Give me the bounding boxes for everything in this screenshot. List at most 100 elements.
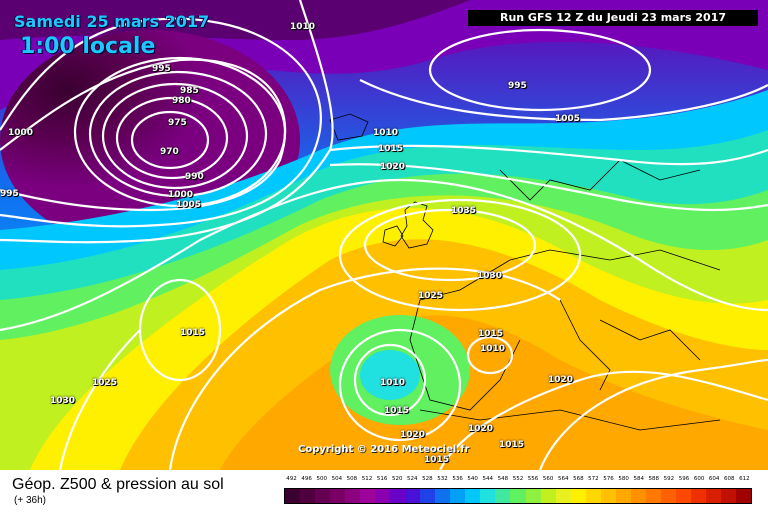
scale-bar [284,488,752,504]
scale-swatch [360,489,376,503]
isobar-label: 1010 [380,378,406,388]
scale-label: 576 [603,476,614,482]
scale-swatch [285,489,301,503]
scale-label: 496 [301,476,312,482]
scale-label: 556 [527,476,539,482]
scale-swatch [375,489,391,503]
isobar-995-east [428,28,652,112]
scale-label: 508 [346,476,358,482]
isobar-1030-west [58,329,141,470]
scale-labels: 492 496 500 504 508 512 516 520 524 528 532 536 540 5… [284,476,752,487]
isobar-1030 [338,198,582,312]
scale-swatch [645,489,661,503]
scale-label: 500 [316,476,327,482]
scale-swatch [345,489,361,503]
scale-label: 580 [618,476,629,482]
band-purple-dark [0,0,470,40]
scale-label: 544 [482,476,494,482]
isobar-970 [130,110,210,170]
scale-label: 524 [407,476,418,482]
forecast-lead-time: (+ 36h) [14,495,46,506]
isobar-995 [0,58,287,212]
scale-swatch [495,489,511,503]
scale-label: 592 [663,476,675,482]
isobar-label: 1020 [468,424,494,434]
isobar-label: 1025 [418,291,444,301]
copyright-notice: Copyright © 2016 Meteociel.fr [298,444,470,455]
scale-swatch [720,489,736,503]
scale-label: 584 [633,476,644,482]
scale-label: 552 [512,476,524,482]
scale-label: 548 [497,476,509,482]
isobar-1010-mid [329,144,768,166]
isobar-label: 985 [180,86,199,96]
isobar-label: 1010 [480,344,506,354]
scale-swatch [555,489,571,503]
scale-swatch [705,489,721,503]
isobar-label: 1015 [384,406,410,416]
scale-label: 520 [391,476,403,482]
scale-swatch [735,489,751,503]
isobar-1025 [168,267,561,470]
isobar-label: 1015 [378,144,404,154]
scale-swatch [570,489,586,503]
europe-coast [409,249,721,411]
isobars [0,0,768,470]
scale-swatch [435,489,451,503]
isobar-label: 1015 [478,329,504,339]
isobar-985 [88,70,268,198]
isobar-1020-mid [0,178,768,332]
isobar-label: 1015 [424,455,450,465]
scale-swatch [525,489,541,503]
scale-swatch [420,489,436,503]
isobar-1000 [0,17,322,228]
isobar-label: 990 [185,172,204,182]
scale-swatch [390,489,406,503]
iberia-cyan-pocket [360,350,420,400]
scale-label: 540 [467,476,478,482]
scale-swatch [660,489,676,503]
scale-swatch [510,489,526,503]
isobar-label: 1010 [373,128,399,138]
scale-label: 492 [286,476,297,482]
iceland-coast [329,113,369,141]
scale-label: 572 [588,476,599,482]
scale-label: 588 [648,476,660,482]
scandinavia-coast [499,159,701,201]
scale-swatch [630,489,646,503]
isobar-1015-iberia [338,328,462,442]
isobar-label: 1025 [92,378,118,388]
scale-label: 516 [376,476,388,482]
scale-label: 600 [693,476,705,482]
isobar-980 [101,82,249,190]
scale-swatch [450,489,466,503]
isobar-label: 1010 [290,22,316,32]
scale-swatch [465,489,481,503]
scale-label: 532 [437,476,448,482]
isobar-1010-iberia [353,343,427,417]
mediterranean-coast [559,299,701,391]
scale-label: 536 [452,476,463,482]
isobar-label: 1015 [180,328,206,338]
isobar-label: 1005 [176,200,202,210]
scale-label: 596 [678,476,690,482]
scale-swatch [480,489,496,503]
isobar-label: 1020 [400,430,426,440]
isobar-label: 980 [172,96,191,106]
isobar-label: 1030 [50,396,76,406]
scale-swatch [315,489,331,503]
isobar-label: 1000 [168,190,194,200]
scale-label: 564 [557,476,569,482]
isobar-label: 1020 [548,375,574,385]
map-canvas [0,0,768,470]
isobar-1015-mid [329,163,768,212]
scale-swatch [585,489,601,503]
scale-swatch [300,489,316,503]
scale-label: 504 [331,476,343,482]
isobar-975 [115,96,229,180]
scale-label: 608 [724,476,735,482]
isobar-1035 [363,208,537,282]
africa-coast [419,409,721,431]
color-scale-legend: 492 496 500 504 508 512 516 520 524 528 532 536 540 5… [284,476,752,506]
isobar-1010-med [466,335,514,375]
